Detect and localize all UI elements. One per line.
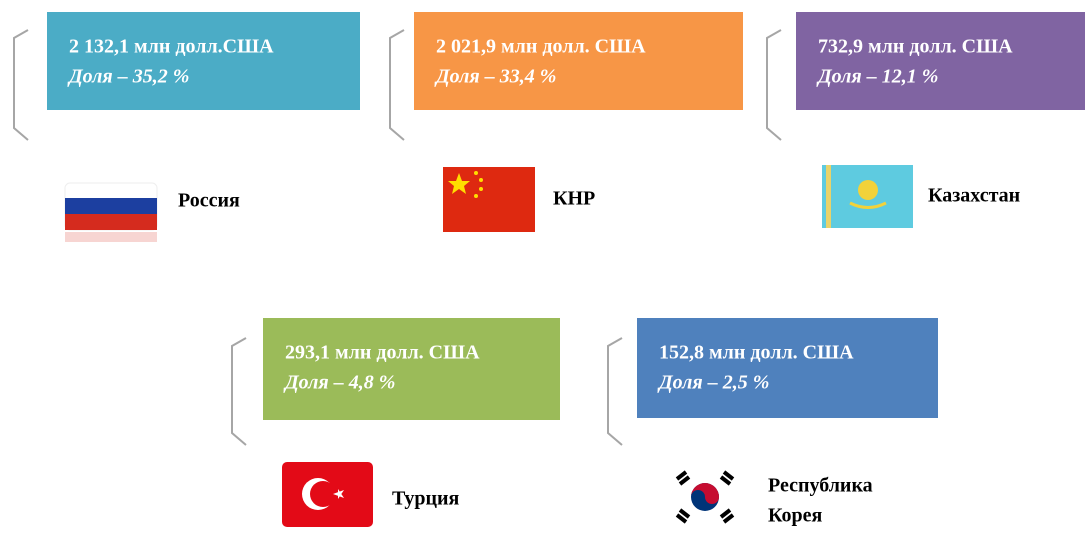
flag-turkey xyxy=(282,462,373,527)
share: Доля – 12,1 % xyxy=(816,66,938,88)
amount: 293,1 млн долл. США xyxy=(285,342,480,364)
flag-russia xyxy=(64,182,158,242)
share: Доля – 2,5 % xyxy=(657,372,769,394)
country-name: Республика xyxy=(768,475,873,497)
country-name: Корея xyxy=(768,505,823,527)
bracket xyxy=(13,29,29,141)
value-box xyxy=(637,318,938,418)
amount: 152,8 млн долл. США xyxy=(659,342,854,364)
bracket xyxy=(231,337,247,446)
amount: 2 021,9 млн долл. США xyxy=(436,36,646,58)
value-box xyxy=(263,318,560,420)
country-name: КНР xyxy=(553,188,595,210)
amount: 732,9 млн долл. США xyxy=(818,36,1013,58)
flag-korea xyxy=(668,465,741,530)
country-name: Турция xyxy=(392,488,460,510)
share: Доля – 33,4 % xyxy=(434,66,556,88)
country-name: Россия xyxy=(178,190,240,212)
value-box xyxy=(47,12,360,110)
value-box xyxy=(796,12,1085,110)
value-box xyxy=(414,12,743,110)
flag-kazakhstan xyxy=(822,165,913,228)
bracket xyxy=(607,337,623,446)
bracket xyxy=(766,29,782,141)
country-name: Казахстан xyxy=(928,185,1020,207)
share: Доля – 35,2 % xyxy=(67,66,189,88)
amount: 2 132,1 млн долл.США xyxy=(69,36,274,58)
share: Доля – 4,8 % xyxy=(283,372,395,394)
flag-china xyxy=(443,167,535,232)
bracket xyxy=(389,29,405,141)
